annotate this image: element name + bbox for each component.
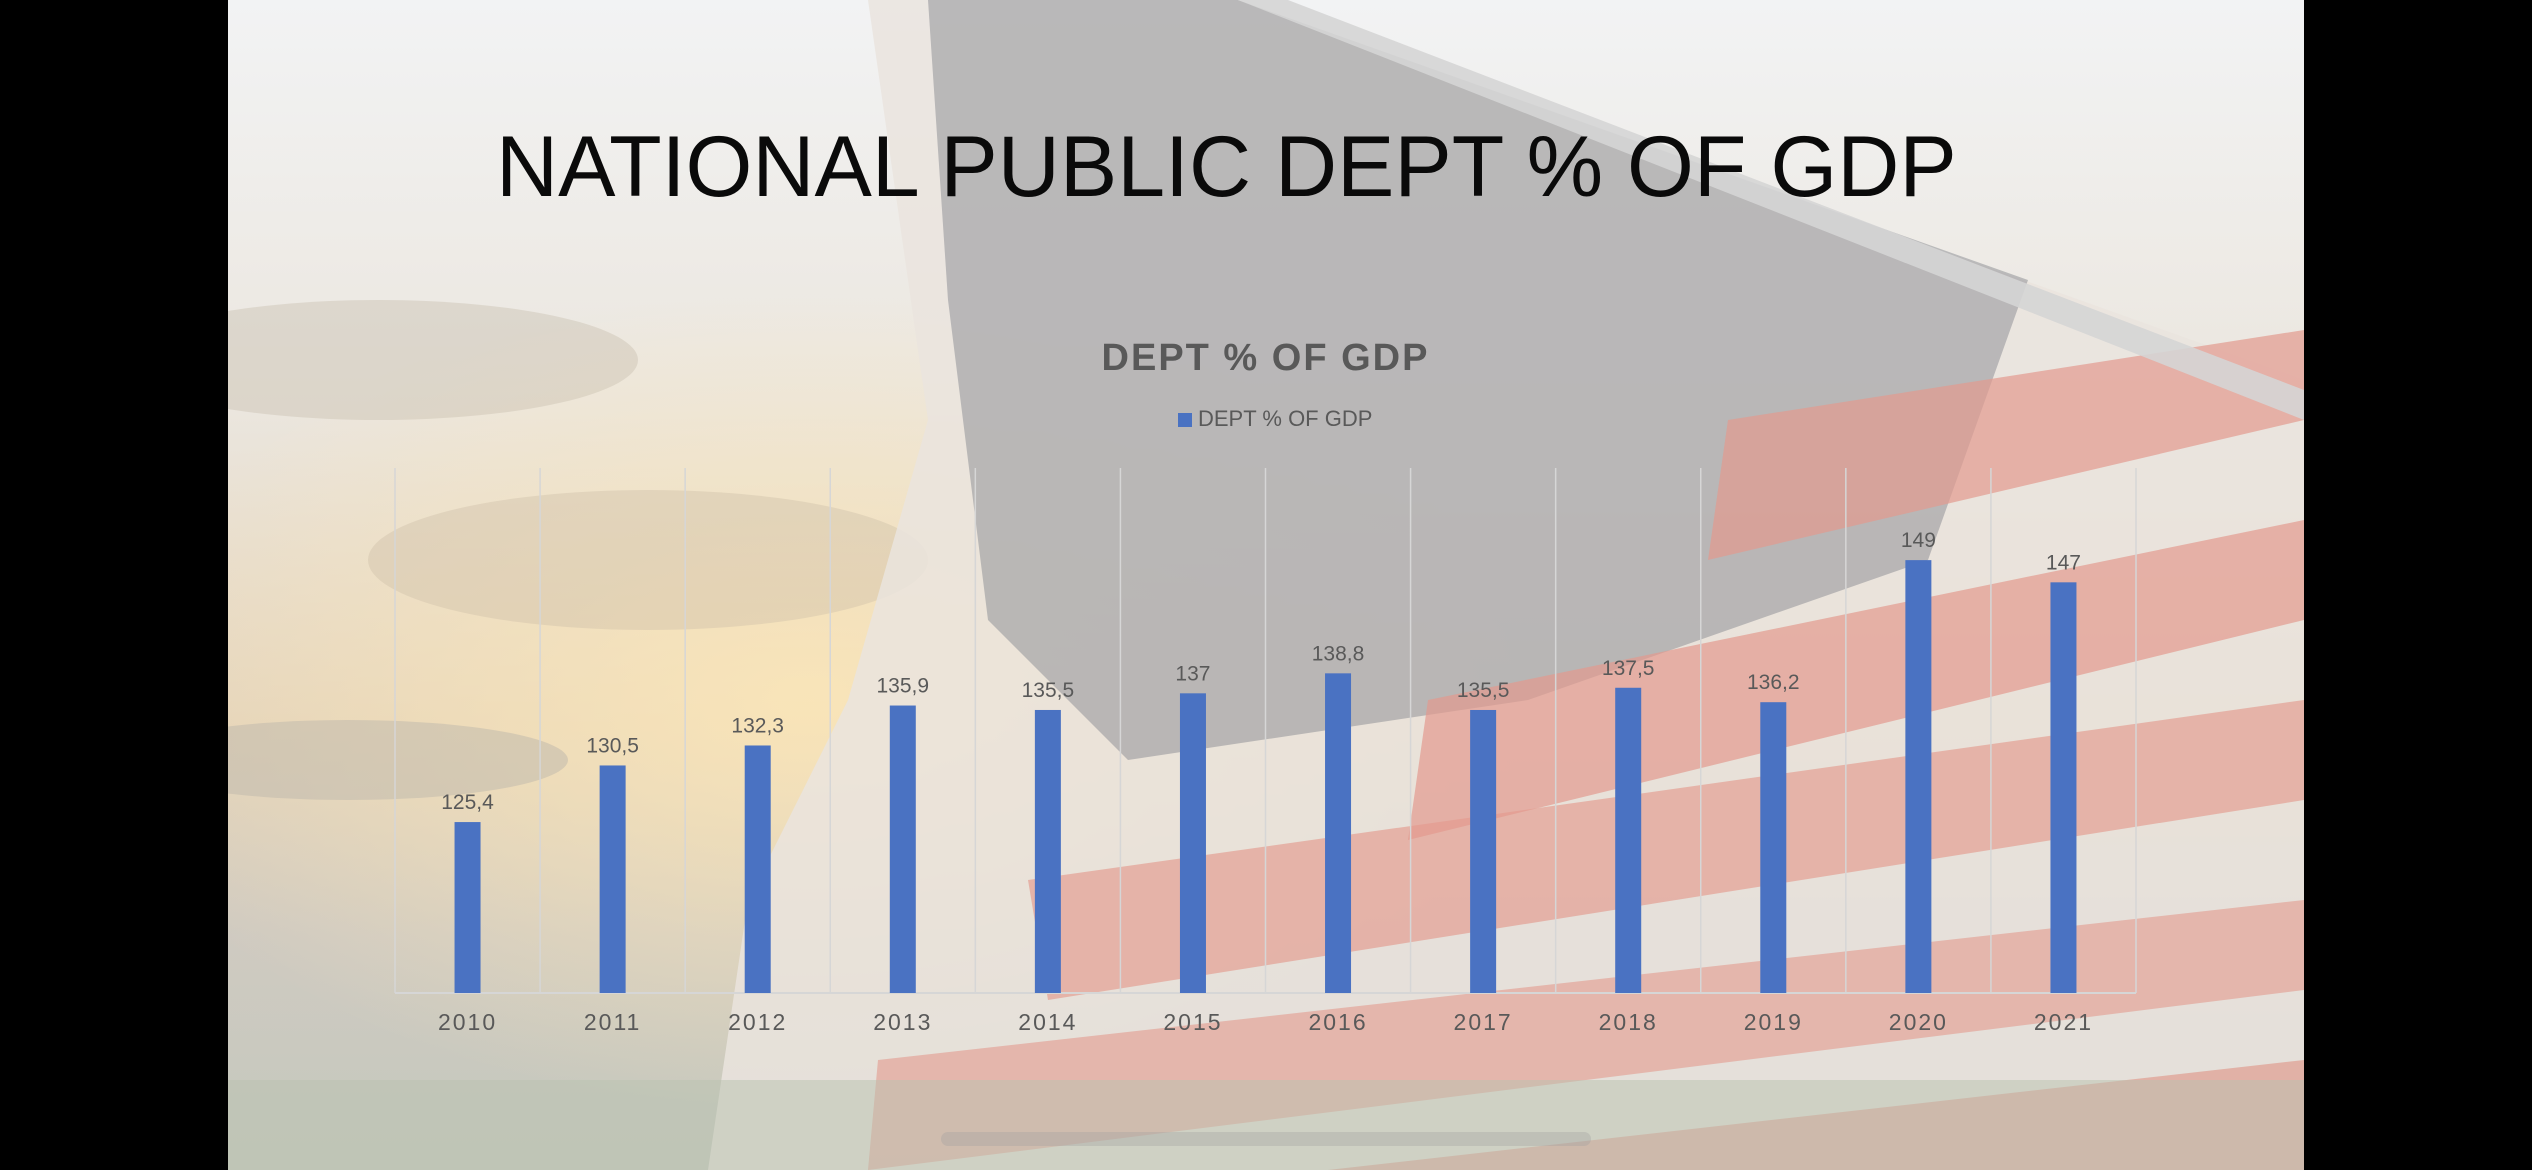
x-tick-label-2019: 2019 — [1744, 1009, 1803, 1035]
data-label-2016: 138,8 — [1312, 642, 1365, 665]
x-tick-label-2018: 2018 — [1599, 1009, 1658, 1035]
bar-2010 — [454, 822, 481, 993]
data-label-2012: 132,3 — [731, 714, 784, 737]
x-tick-label-2012: 2012 — [728, 1009, 787, 1035]
x-tick-label-2021: 2021 — [2034, 1009, 2093, 1035]
legend-label: DEPT % OF GDP — [1198, 406, 1372, 431]
bar-2013 — [889, 705, 916, 993]
bar-2020 — [1905, 560, 1932, 993]
data-label-2018: 137,5 — [1602, 657, 1655, 680]
bar-2019 — [1760, 702, 1787, 993]
legend-swatch — [1178, 413, 1192, 427]
bar-2011 — [599, 765, 626, 993]
chart-title: DEPT % OF GDP — [1102, 337, 1430, 379]
data-label-2019: 136,2 — [1747, 671, 1800, 694]
bar-2017 — [1470, 709, 1497, 993]
slide: NATIONAL PUBLIC DEPT % OF GDP DEPT % OF … — [228, 0, 2304, 1170]
x-tick-label-2017: 2017 — [1454, 1009, 1513, 1035]
x-tick-label-2014: 2014 — [1018, 1009, 1077, 1035]
x-tick-label-2016: 2016 — [1308, 1009, 1367, 1035]
x-tick-label-2020: 2020 — [1889, 1009, 1948, 1035]
data-label-2014: 135,5 — [1022, 679, 1075, 702]
data-label-2020: 149 — [1901, 529, 1936, 552]
data-label-2010: 125,4 — [441, 791, 494, 814]
home-indicator — [941, 1132, 1591, 1146]
data-label-2015: 137 — [1175, 662, 1210, 685]
data-label-2021: 147 — [2046, 551, 2081, 574]
bar-2014 — [1034, 709, 1061, 993]
data-label-2011: 130,5 — [586, 734, 639, 757]
bar-2012 — [744, 745, 771, 993]
data-label-2017: 135,5 — [1457, 679, 1510, 702]
bar-2016 — [1325, 673, 1352, 993]
data-label-2013: 135,9 — [877, 675, 930, 698]
bar-2015 — [1179, 693, 1206, 993]
chart-legend: DEPT % OF GDP — [1178, 406, 1372, 431]
x-tick-label-2015: 2015 — [1163, 1009, 1222, 1035]
bar-2018 — [1615, 687, 1642, 993]
x-tick-label-2013: 2013 — [873, 1009, 932, 1035]
x-tick-label-2010: 2010 — [438, 1009, 497, 1035]
bar-2021 — [2050, 582, 2077, 993]
slide-title: NATIONAL PUBLIC DEPT % OF GDP — [496, 119, 1957, 215]
bar-chart: DEPT % OF GDP DEPT % OF GDP 125,4 2010 130,5… — [394, 337, 2137, 1035]
x-tick-label-2011: 2011 — [584, 1009, 641, 1035]
